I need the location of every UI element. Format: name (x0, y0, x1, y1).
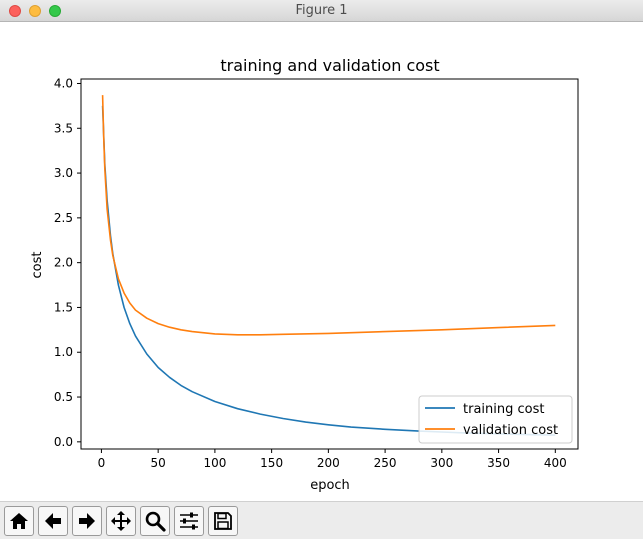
x-tick-label: 100 (203, 456, 226, 470)
arrow-right-icon (79, 513, 95, 529)
figure-canvas: training and validation cost 0 50 100 150 20… (0, 22, 643, 501)
x-tick-label: 50 (151, 456, 166, 470)
y-tick-label: 2.5 (54, 211, 73, 225)
figure-toolbar (0, 501, 643, 539)
y-tick-label: 0.5 (54, 390, 73, 404)
magnifier-icon (145, 511, 166, 532)
back-button[interactable] (38, 506, 68, 536)
sliders-icon (180, 512, 198, 530)
x-tick-label: 250 (374, 456, 397, 470)
x-tick-label: 0 (98, 456, 106, 470)
move-icon (111, 511, 131, 531)
close-window-button[interactable] (9, 5, 21, 17)
window-title: Figure 1 (295, 3, 348, 18)
zoom-button[interactable] (140, 506, 170, 536)
configure-subplots-button[interactable] (174, 506, 204, 536)
x-tick-label: 150 (260, 456, 283, 470)
forward-button[interactable] (72, 506, 102, 536)
series-line-validation-cost (101, 95, 556, 336)
arrow-left-icon (45, 513, 61, 529)
x-tick-label: 400 (544, 456, 567, 470)
y-tick-label: 0.0 (54, 435, 73, 449)
y-tick-label: 1.5 (54, 300, 73, 314)
y-tick-label: 3.0 (54, 166, 73, 180)
home-icon (10, 513, 28, 529)
legend: training cost validation cost (418, 395, 573, 444)
floppy-disk-icon (214, 512, 232, 530)
x-tick-label: 200 (317, 456, 340, 470)
y-tick-label: 1.0 (54, 345, 73, 359)
x-axis: 0 50 100 150 200 250 300 350 400 (98, 449, 567, 470)
legend-label-validation: validation cost (463, 423, 558, 438)
y-tick-label: 2.0 (54, 256, 73, 270)
maximize-window-button[interactable] (49, 5, 61, 17)
legend-label-training: training cost (463, 402, 544, 417)
x-axis-label: epoch (310, 478, 350, 493)
y-tick-label: 3.5 (54, 121, 73, 135)
plot-frame (80, 78, 579, 450)
pan-button[interactable] (106, 506, 136, 536)
home-button[interactable] (4, 506, 34, 536)
chart: training and validation cost 0 50 100 150 20… (0, 22, 643, 501)
y-axis-label: cost (30, 252, 45, 279)
chart-title: training and validation cost (220, 56, 439, 75)
x-tick-label: 350 (487, 456, 510, 470)
y-tick-label: 4.0 (54, 76, 73, 90)
minimize-window-button[interactable] (29, 5, 41, 17)
save-button[interactable] (208, 506, 238, 536)
window-titlebar: Figure 1 (0, 0, 643, 22)
legend-box (418, 395, 573, 444)
y-axis: 0.0 0.5 1.0 1.5 2.0 2.5 3.0 3.5 4.0 (54, 76, 81, 449)
x-tick-label: 300 (430, 456, 453, 470)
